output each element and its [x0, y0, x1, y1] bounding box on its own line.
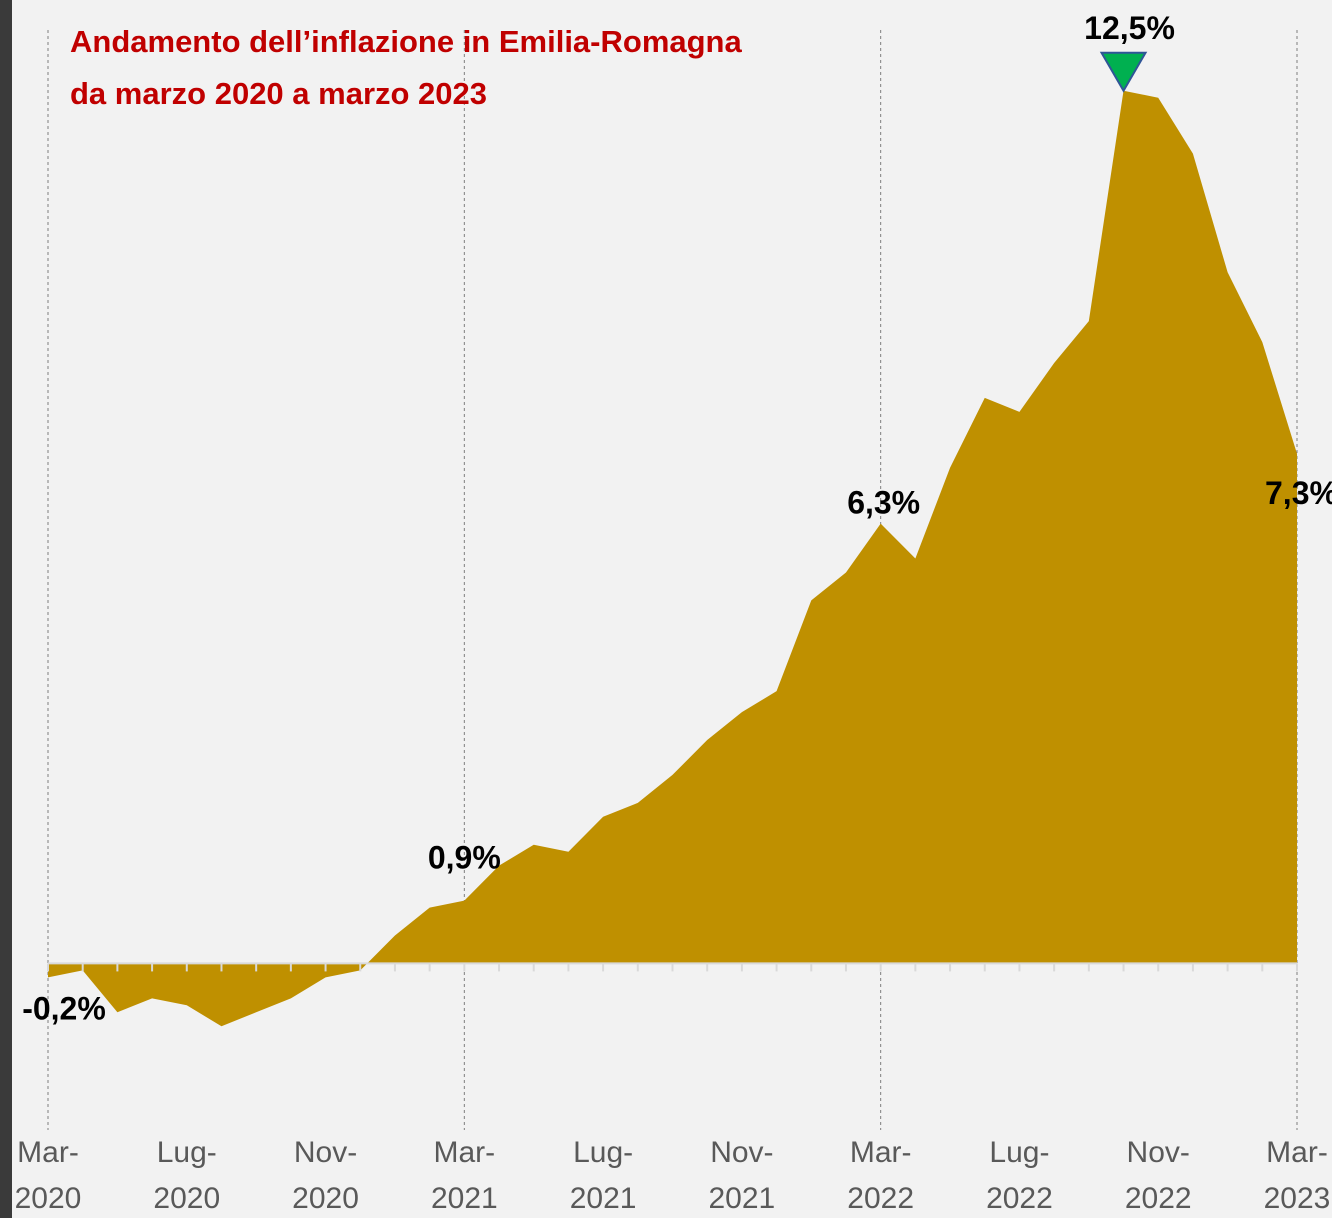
data-label: -0,2%	[22, 990, 106, 1026]
x-tick-label: Nov- 2020	[292, 1136, 359, 1215]
x-tick-label: Lug- 2022	[986, 1136, 1053, 1215]
x-tick-label: Nov- 2022	[1124, 1136, 1192, 1215]
left-edge	[0, 0, 12, 1218]
x-tick-label: Lug- 2020	[153, 1136, 221, 1215]
data-label: 12,5%	[1084, 10, 1175, 46]
x-tick-label: Mar- 2022	[847, 1136, 915, 1215]
peak-marker	[1099, 51, 1148, 93]
x-tick-label: Nov- 2021	[708, 1136, 776, 1215]
data-label: 7,3%	[1265, 475, 1332, 511]
chart-title: Andamento dell’inflazione in Emilia-Roma…	[70, 24, 742, 59]
area	[48, 90, 1297, 1027]
data-label: 6,3%	[847, 485, 920, 521]
x-tick-label: Lug- 2021	[569, 1136, 637, 1215]
chart-subtitle: da marzo 2020 a marzo 2023	[70, 76, 488, 111]
x-tick-label: Mar- 2020	[14, 1136, 82, 1215]
x-tick-label: Mar- 2023	[1263, 1136, 1331, 1215]
x-tick-label: Mar- 2021	[430, 1136, 498, 1215]
data-label: 0,9%	[428, 840, 501, 876]
